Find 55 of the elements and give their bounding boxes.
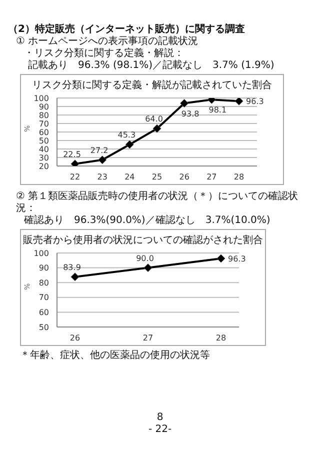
text: 90.0 xyxy=(136,254,154,263)
y-tick-label: 50 xyxy=(38,136,49,146)
y-tick-label: 90 xyxy=(38,264,49,273)
y-tick-label: 100 xyxy=(34,248,49,258)
text: 64.0 xyxy=(145,114,163,124)
text: 98.1 xyxy=(208,106,227,115)
y-tick-label: 80 xyxy=(38,278,49,288)
point xyxy=(152,124,162,133)
text: 記載あり 96.3% (98.1%)／記載なし 3.7% (1.9%) xyxy=(27,60,276,72)
y-tick-label: 60 xyxy=(38,308,49,318)
x-tick-label: 28 xyxy=(234,172,244,182)
y-tick-label: 70 xyxy=(38,119,49,128)
chart-title: リスク分類に関する定義・解説が記載されていた割合 xyxy=(31,78,273,92)
x-tick-label: 26 xyxy=(70,334,80,343)
text: 8 xyxy=(156,412,164,424)
y-tick-label: 30 xyxy=(38,153,49,162)
point xyxy=(180,99,189,108)
y-tick-label: 60 xyxy=(38,128,49,137)
x-tick-label: 28 xyxy=(216,334,226,343)
x-tick-label: 24 xyxy=(124,172,135,182)
point xyxy=(216,254,226,263)
text: ＊年齢、症状、他の医薬品の使用の状況等 xyxy=(19,350,211,362)
text: 96.3 xyxy=(246,97,264,106)
text: 22.5 xyxy=(63,150,81,159)
point xyxy=(144,264,152,272)
x-tick-label: 27 xyxy=(206,172,217,182)
text: （2）特定販売（インターネット販売）に関する調査 xyxy=(8,24,246,36)
y-tick-label: 80 xyxy=(38,110,49,120)
point xyxy=(70,272,80,282)
x-tick-label: 25 xyxy=(152,172,162,182)
text: ② 第１類医薬品販売時の使用者の状況（＊）についての確認状況： xyxy=(15,191,300,214)
text: 83.9 xyxy=(63,262,81,272)
y-tick-label: 20 xyxy=(38,162,49,171)
x-tick-label: 23 xyxy=(97,172,108,182)
text: ① ホームページへの表示事項の記載状況 xyxy=(15,36,200,48)
y-tick-label: 40 xyxy=(38,144,49,154)
text: 45.3 xyxy=(118,130,136,140)
text: 27.2 xyxy=(90,146,108,155)
y-tick-label: 90 xyxy=(38,102,49,112)
text: 93.8 xyxy=(181,109,200,118)
point xyxy=(98,156,107,164)
text: 96.3 xyxy=(228,254,246,264)
point xyxy=(234,98,244,106)
x-tick-label: 22 xyxy=(70,172,80,182)
point xyxy=(125,140,134,149)
chart-title: 販売者から使用者の状況についての確認がされた割合 xyxy=(22,234,264,247)
text: - 22- xyxy=(147,424,173,436)
x-tick-label: 26 xyxy=(179,172,190,182)
y-tick-label: 100 xyxy=(34,94,49,103)
point xyxy=(70,160,80,166)
text: 確認あり 96.3%(90.0%)／確認なし 3.7%(10.0%) xyxy=(23,215,272,227)
text: ・リスク分類に関する定義・解説： xyxy=(23,48,185,60)
y-tick-label: 70 xyxy=(38,293,49,302)
y-tick-label: 50 xyxy=(38,322,49,332)
x-tick-label: 27 xyxy=(142,334,154,343)
